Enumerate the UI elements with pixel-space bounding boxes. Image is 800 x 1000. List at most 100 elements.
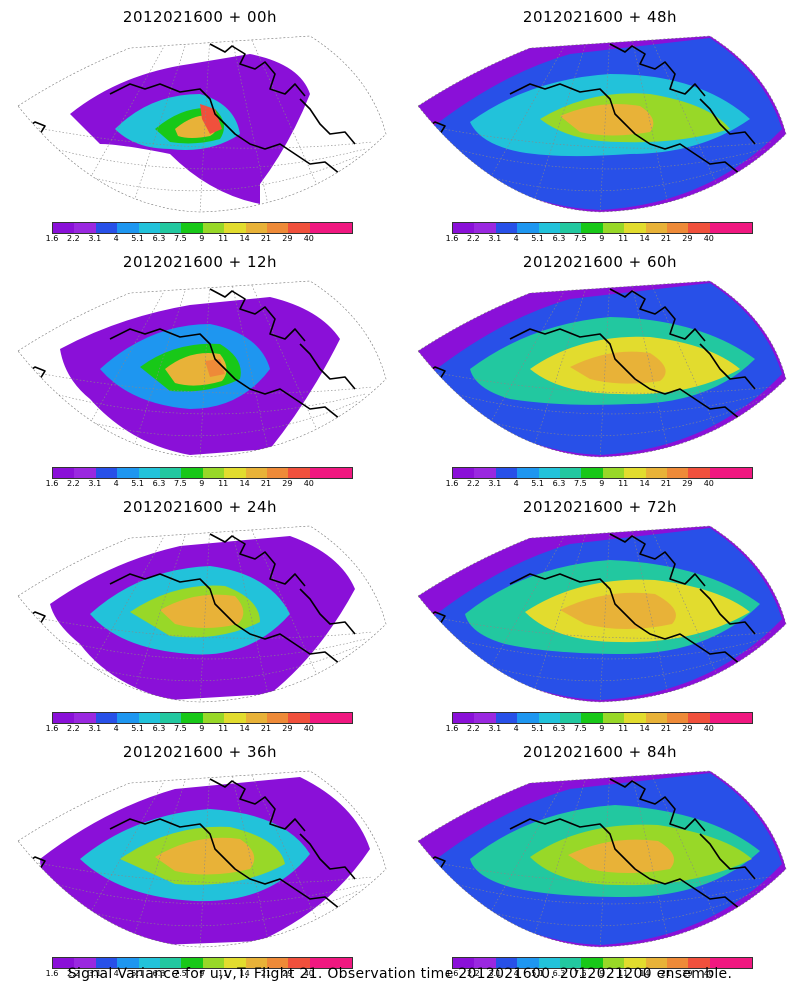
colorbar-tick-label: 5.1 [531, 724, 544, 733]
colorbar-swatch [624, 468, 646, 478]
colorbar-swatch [288, 468, 310, 478]
colorbar-swatch [624, 223, 646, 233]
colorbar-swatch [138, 713, 160, 723]
colorbar-tick-label: 6.3 [552, 479, 566, 488]
colorbar-swatch [245, 468, 267, 478]
colorbar-tick-label: 7.5 [574, 724, 587, 733]
graticule [427, 771, 773, 947]
colorbar-swatch [453, 713, 475, 723]
colorbar-swatch [474, 958, 496, 968]
colorbar-tick-label: 40 [303, 724, 314, 733]
colorbar-tick-label: 14 [639, 724, 650, 733]
colorbar: 1.6 2.2 3.1 4 5.1 6.3 7.5 9 11 14 21 29 40 [446, 957, 762, 979]
map-boundary [417, 280, 787, 458]
colorbar-swatches [452, 467, 754, 479]
colorbar-tick-label: 40 [303, 969, 314, 978]
colorbar-swatches [452, 712, 754, 724]
colorbar-labels: 1.6 2.2 3.1 4 5.1 6.3 7.5 9 11 14 21 29 40 [46, 724, 362, 734]
colorbar: 1.6 2.2 3.1 4 5.1 6.3 7.5 9 11 14 21 29 40 [446, 712, 762, 734]
colorbar-tick-label: 1.6 [445, 724, 459, 733]
colorbar-tick-label: 5.1 [531, 969, 544, 978]
colorbar-tick-label: 21 [660, 724, 672, 733]
colorbar-labels: 1.6 2.2 3.1 4 5.1 6.3 7.5 9 11 14 21 29 40 [46, 969, 362, 979]
colorbar-tick-label: 7.5 [174, 234, 187, 243]
colorbar-tick-label: 11 [218, 969, 229, 978]
colorbar-swatch [731, 223, 753, 233]
colorbar-tick-label: 2.2 [467, 234, 480, 243]
colorbar-swatch [74, 468, 96, 478]
colorbar-tick-label: 4 [113, 234, 119, 243]
colorbar: 1.6 2.2 3.1 4 5.1 6.3 7.5 9 11 14 21 29 40 [46, 467, 362, 489]
colorbar-tick-label: 11 [218, 479, 229, 488]
colorbar-swatches [452, 957, 754, 969]
colorbar-swatch [117, 713, 139, 723]
colorbar-swatch [688, 468, 710, 478]
colorbar-tick-label: 14 [239, 724, 250, 733]
coastlines [424, 288, 756, 420]
colorbar-swatches [52, 467, 354, 479]
colorbar-tick-label: 14 [239, 234, 250, 243]
colorbar-swatch [138, 958, 160, 968]
colorbar-swatch [602, 713, 625, 723]
panel-title: 2012021600 + 60h [522, 253, 678, 271]
colorbar-swatch [224, 713, 246, 723]
colorbar-swatches [52, 957, 354, 969]
variance-field [18, 36, 386, 212]
colorbar-swatch [309, 468, 332, 478]
colorbar-swatch [74, 713, 96, 723]
colorbar-swatch [138, 223, 160, 233]
colorbar-swatch [181, 223, 203, 233]
colorbar-tick-label: 40 [703, 969, 714, 978]
colorbar-tick-label: 9 [199, 234, 205, 243]
graticule [27, 771, 373, 947]
colorbar-swatch [331, 958, 353, 968]
colorbar-swatch [517, 223, 539, 233]
colorbar: 1.6 2.2 3.1 4 5.1 6.3 7.5 9 11 14 21 29 40 [446, 222, 762, 244]
coastlines [424, 533, 756, 665]
colorbar-swatch [474, 713, 496, 723]
colorbar-swatch [581, 223, 603, 233]
variance-map [417, 770, 787, 948]
panel-00h: 2012021600 + 00h 1.6 2.2 3.1 4 5.1 6.3 7.5 9 11 1… [0, 0, 400, 245]
colorbar-swatch [245, 958, 267, 968]
colorbar-swatch [53, 958, 75, 968]
colorbar-swatch [53, 713, 75, 723]
colorbar-tick-label: 4 [113, 724, 119, 733]
colorbar-swatch [517, 468, 539, 478]
colorbar-tick-label: 2.2 [467, 479, 480, 488]
colorbar-tick-label: 9 [599, 969, 605, 978]
panel-12h: 2012021600 + 12h 1.6 2.2 3.1 4 5.1 6.3 7.5 9 11 1… [0, 245, 400, 490]
colorbar-swatch [495, 223, 518, 233]
colorbar-swatch [159, 468, 182, 478]
figure-caption: Signal Variance for u,v,T. Flight 21. Ob… [67, 966, 733, 982]
variance-contour [560, 592, 676, 629]
colorbar-tick-label: 7.5 [174, 969, 187, 978]
colorbar-tick-label: 21 [260, 969, 272, 978]
colorbar-tick-label: 4 [113, 479, 119, 488]
panel-title: 2012021600 + 84h [522, 743, 678, 761]
colorbar-swatch [688, 958, 710, 968]
colorbar-tick-label: 4 [513, 969, 519, 978]
colorbar-tick-label: 6.3 [552, 969, 566, 978]
colorbar-tick-label: 2.2 [67, 969, 80, 978]
colorbar-swatch [288, 713, 310, 723]
colorbar-tick-label: 9 [599, 234, 605, 243]
colorbar-tick-label: 1.6 [45, 724, 59, 733]
colorbar-tick-label: 4 [513, 724, 519, 733]
colorbar-swatch [624, 713, 646, 723]
colorbar-swatch [559, 468, 582, 478]
colorbar-tick-label: 5.1 [531, 479, 544, 488]
colorbar-swatch [266, 713, 289, 723]
colorbar-tick-label: 29 [282, 724, 293, 733]
colorbar-tick-label: 29 [282, 479, 293, 488]
colorbar: 1.6 2.2 3.1 4 5.1 6.3 7.5 9 11 14 21 29 40 [46, 712, 362, 734]
colorbar-swatch [495, 713, 518, 723]
colorbar-tick-label: 7.5 [574, 479, 587, 488]
colorbar-swatch [581, 713, 603, 723]
variance-field [18, 771, 386, 947]
colorbar-tick-label: 14 [239, 479, 250, 488]
colorbar-tick-label: 40 [303, 234, 314, 243]
colorbar-tick-label: 11 [618, 479, 629, 488]
variance-field [18, 281, 386, 457]
colorbar-swatch [474, 468, 496, 478]
